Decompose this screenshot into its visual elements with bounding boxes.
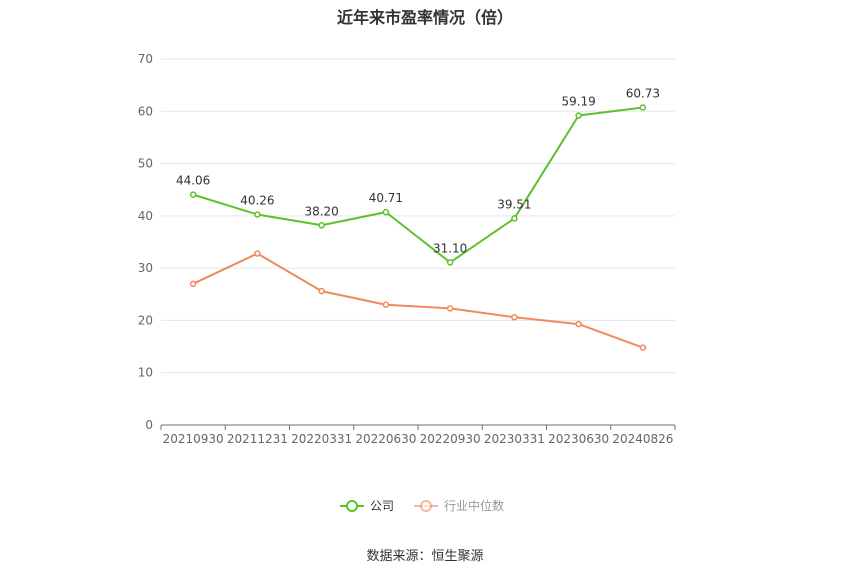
- x-tick-label: 20220930: [420, 432, 481, 446]
- data-point: [382, 301, 390, 308]
- y-tick-label: 60: [138, 104, 153, 118]
- data-point: [511, 314, 518, 321]
- y-tick-label: 10: [138, 366, 153, 380]
- data-point: [511, 215, 518, 222]
- series-line-2: [192, 252, 644, 349]
- x-tick-label: 20210930: [163, 432, 224, 446]
- data-point: [254, 250, 261, 257]
- data-point: [189, 191, 197, 198]
- data-point: [446, 305, 454, 312]
- data-label: 40.26: [240, 193, 274, 207]
- data-point: [446, 259, 454, 266]
- legend-label: 公司: [370, 499, 394, 513]
- data-label: 31.10: [433, 241, 467, 255]
- data-label: 59.19: [561, 95, 595, 109]
- data-point: [575, 320, 582, 328]
- data-label: 40.71: [369, 191, 403, 205]
- data-label: 39.51: [497, 197, 531, 211]
- y-tick-label: 50: [138, 157, 153, 171]
- x-tick-label: 20230331: [484, 432, 545, 446]
- x-tick-label: 20220331: [291, 432, 352, 446]
- data-point: [382, 208, 390, 216]
- data-label: 60.73: [626, 86, 660, 100]
- legend-marker: [420, 500, 432, 512]
- data-label: 44.06: [176, 174, 210, 188]
- data-point: [318, 222, 325, 229]
- y-tick-label: 40: [138, 209, 153, 223]
- data-point: [639, 104, 647, 111]
- data-point: [254, 211, 261, 218]
- data-point: [189, 280, 197, 288]
- y-tick-label: 30: [138, 261, 153, 275]
- data-point: [575, 112, 582, 119]
- y-tick-label: 20: [138, 313, 153, 327]
- legend-marker: [346, 500, 358, 512]
- data-point: [639, 344, 647, 351]
- data-label: 38.20: [304, 204, 338, 218]
- y-tick-label: 70: [138, 52, 153, 66]
- chart-title: 近年来市盈率情况（倍）: [336, 8, 513, 27]
- x-tick-label: 20230630: [548, 432, 609, 446]
- y-tick-label: 0: [145, 418, 153, 432]
- data-source: 数据来源：恒生聚源: [366, 549, 484, 564]
- x-tick-label: 20220630: [355, 432, 416, 446]
- data-point: [318, 287, 325, 295]
- series-line-1: [192, 106, 643, 264]
- x-tick-label: 20211231: [227, 432, 288, 446]
- legend-label: 行业中位数: [444, 498, 504, 513]
- x-tick-label: 20240826: [612, 432, 673, 446]
